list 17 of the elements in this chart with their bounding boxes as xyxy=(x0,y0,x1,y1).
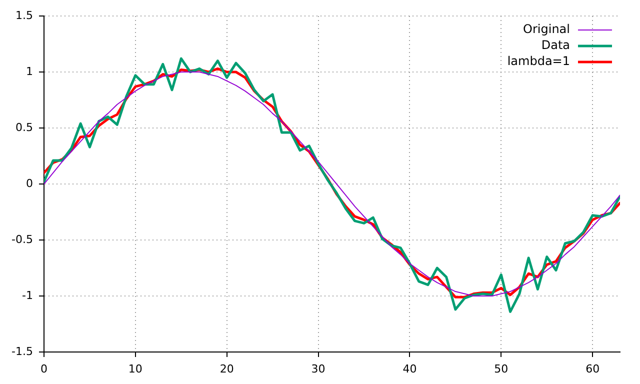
y-tick-label: -1 xyxy=(22,288,33,302)
x-tick-label: 50 xyxy=(494,362,508,376)
y-tick-label: 0.5 xyxy=(16,120,33,134)
x-tick-label: 40 xyxy=(402,362,417,376)
y-tick-label: 1 xyxy=(26,64,33,78)
y-tick-label: 0 xyxy=(26,176,33,190)
x-tick-label: 30 xyxy=(311,362,326,376)
legend-label: lambda=1 xyxy=(507,54,570,68)
x-tick-label: 10 xyxy=(128,362,142,376)
x-tick-label: 0 xyxy=(40,362,48,376)
legend-label: Original xyxy=(523,22,570,36)
y-tick-label: 1.5 xyxy=(16,8,33,22)
y-tick-label: -1.5 xyxy=(12,344,33,358)
x-tick-label: 60 xyxy=(586,362,600,376)
legend-label: Data xyxy=(541,38,570,52)
y-tick-label: -0.5 xyxy=(12,232,33,246)
x-tick-label: 20 xyxy=(220,362,234,376)
